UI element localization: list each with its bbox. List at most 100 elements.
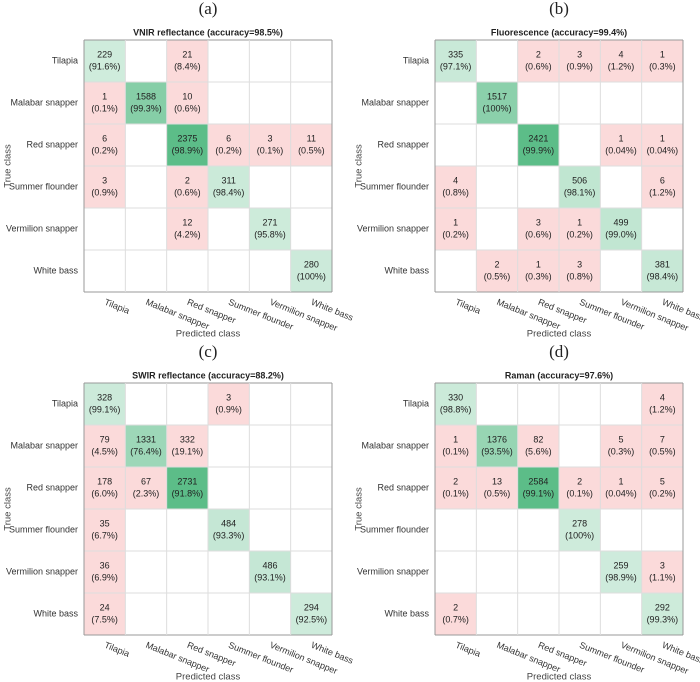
- cell-count: 2: [494, 259, 499, 269]
- cell-count: 1: [618, 476, 623, 486]
- cell: [641, 383, 683, 425]
- cell-count: 484: [221, 518, 236, 528]
- cell-percent: (99.9%): [523, 145, 555, 155]
- cell-count: 1376: [487, 434, 507, 444]
- cell-percent: (0.5%): [484, 271, 511, 281]
- y-tick-label: Red snapper: [377, 139, 429, 149]
- y-tick-label: Tilapia: [403, 398, 429, 408]
- cell-count: 294: [304, 602, 319, 612]
- cell-percent: (98.9%): [605, 572, 637, 582]
- y-axis-label: True class: [3, 487, 14, 531]
- y-tick-label: Vermilion snapper: [6, 223, 78, 233]
- panel-label: (a): [199, 0, 218, 18]
- panel-title: Fluorescence (accuracy=99.4%): [491, 27, 627, 37]
- cell: [641, 425, 683, 467]
- cell-percent: (97.1%): [440, 61, 472, 71]
- cell: [641, 40, 683, 82]
- cell-count: 3: [267, 133, 272, 143]
- cell: [600, 208, 642, 250]
- panel: (c) SWIR reflectance (accuracy=88.2%) 328 (…: [3, 342, 356, 682]
- cell-count: 7: [660, 434, 665, 444]
- cell-count: 82: [533, 434, 543, 444]
- cell-count: 4: [618, 49, 623, 59]
- panel-title: VNIR reflectance (accuracy=98.5%): [133, 27, 283, 37]
- cell-count: 21: [182, 49, 192, 59]
- cell: [435, 467, 477, 509]
- cell: [559, 40, 601, 82]
- cell-count: 79: [100, 434, 110, 444]
- cell: [166, 425, 208, 467]
- cell: [641, 166, 683, 208]
- cell-count: 1: [618, 133, 623, 143]
- cell-count: 13: [492, 476, 502, 486]
- x-axis-label: Predicted class: [527, 329, 592, 340]
- cell-percent: (0.6%): [525, 61, 552, 71]
- cell-percent: (0.2%): [442, 229, 469, 239]
- cell-count: 2584: [528, 476, 548, 486]
- cell: [641, 593, 683, 635]
- cell: [559, 509, 601, 551]
- cell-count: 3: [577, 259, 582, 269]
- x-tick-label: Tilapia: [454, 640, 482, 659]
- y-tick-label: Tilapia: [52, 55, 78, 65]
- cell-percent: (4.5%): [91, 446, 118, 456]
- cell-count: 4: [453, 175, 458, 185]
- cell-percent: (99.1%): [523, 488, 555, 498]
- cell: [208, 509, 250, 551]
- y-tick-label: Tilapia: [403, 55, 429, 65]
- panel-label: (d): [549, 342, 569, 361]
- cell-count: 328: [97, 392, 112, 402]
- cell-count: 10: [182, 91, 192, 101]
- y-tick-label: Red snapper: [26, 482, 78, 492]
- cell: [435, 40, 477, 82]
- cell-count: 1: [102, 91, 107, 101]
- cell: [476, 467, 518, 509]
- cell-count: 3: [226, 392, 231, 402]
- cell-percent: (93.1%): [254, 572, 286, 582]
- cell-percent: (0.3%): [608, 446, 635, 456]
- cell-count: 5: [618, 434, 623, 444]
- y-axis-label: True class: [354, 487, 365, 531]
- cell: [249, 124, 291, 166]
- cell-percent: (0.6%): [174, 103, 201, 113]
- cell-percent: (19.1%): [172, 446, 204, 456]
- cell: [641, 250, 683, 292]
- cell-percent: (95.8%): [254, 229, 286, 239]
- cell: [517, 124, 559, 166]
- cell-count: 2: [185, 175, 190, 185]
- cell-count: 1: [577, 217, 582, 227]
- cell: [125, 82, 167, 124]
- cell: [600, 124, 642, 166]
- cell-percent: (0.8%): [566, 271, 593, 281]
- cell: [84, 82, 126, 124]
- cell-count: 1: [453, 434, 458, 444]
- cell-percent: (93.5%): [481, 446, 513, 456]
- cell-percent: (0.04%): [605, 488, 637, 498]
- cell: [435, 383, 477, 425]
- cell-count: 2: [453, 602, 458, 612]
- cell-count: 11: [307, 133, 316, 143]
- cell-count: 292: [655, 602, 670, 612]
- cell-percent: (0.8%): [442, 187, 469, 197]
- cell-count: 1331: [136, 434, 156, 444]
- cell-count: 2: [536, 49, 541, 59]
- cell-percent: (0.5%): [649, 446, 676, 456]
- y-tick-label: Malabar snapper: [10, 440, 78, 450]
- x-tick-label: Tilapia: [103, 640, 131, 659]
- cell-percent: (0.5%): [298, 145, 325, 155]
- y-tick-label: White bass: [33, 265, 78, 275]
- cell: [435, 425, 477, 467]
- cell-percent: (7.5%): [91, 614, 118, 624]
- panel-label: (b): [549, 0, 569, 18]
- cell-count: 178: [97, 476, 112, 486]
- cell-count: 3: [577, 49, 582, 59]
- cell-count: 499: [613, 217, 628, 227]
- panel: (b) Fluorescence (accuracy=99.4%) 335 (97.1…: [354, 0, 700, 340]
- cell-percent: (1.2%): [649, 404, 676, 414]
- cell: [559, 166, 601, 208]
- cell: [125, 425, 167, 467]
- cell: [84, 509, 126, 551]
- cell-percent: (8.4%): [174, 61, 201, 71]
- cell-count: 6: [102, 133, 107, 143]
